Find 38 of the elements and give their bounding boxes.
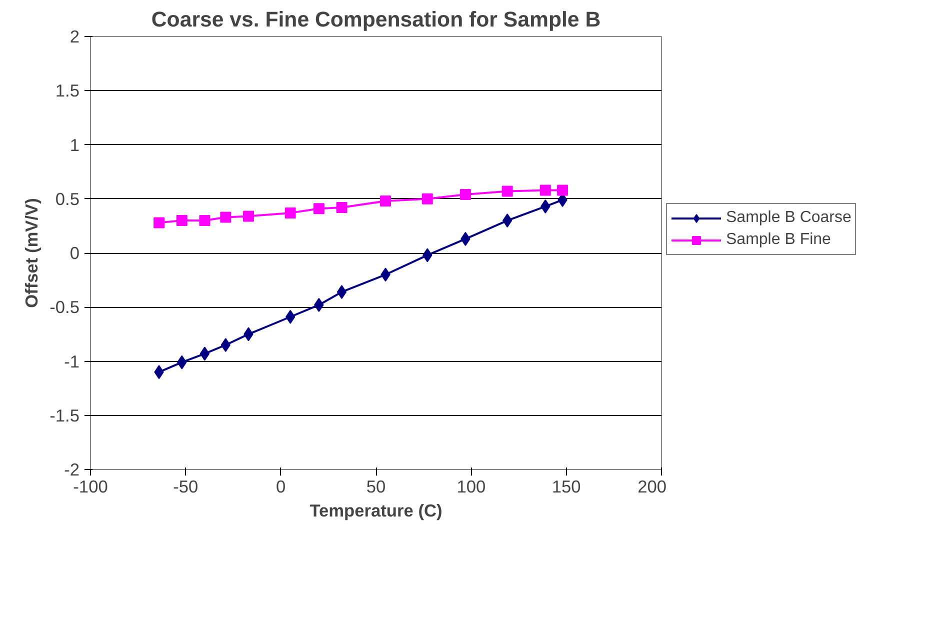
point — [336, 202, 348, 214]
point — [176, 215, 188, 226]
point — [200, 346, 210, 361]
chart-title: Coarse vs. Fine Compensation for Sample B — [151, 8, 601, 32]
y-tick-label: 1.5 — [55, 80, 80, 101]
point — [154, 217, 165, 228]
x-axis-title: Temperature (C) — [310, 500, 442, 520]
point — [220, 212, 232, 223]
point — [313, 203, 324, 214]
x-tick-label: 50 — [366, 476, 386, 496]
y-tick-label: 0 — [70, 243, 80, 263]
y-tick-label: -1.5 — [50, 405, 80, 426]
y-tick-label: -2 — [64, 460, 80, 480]
x-tick-label: 100 — [456, 476, 486, 496]
point — [242, 210, 254, 222]
y-tick-label: 2 — [70, 26, 80, 46]
point — [284, 207, 296, 218]
legend-label: Sample B Coarse — [726, 209, 852, 227]
y-tick-label: 0.5 — [55, 188, 80, 209]
y-axis-title: Offset (mV/V) — [22, 198, 42, 308]
point — [460, 189, 471, 200]
x-tick-label: 200 — [638, 476, 667, 496]
y-tick-label: 1 — [70, 134, 80, 155]
point — [336, 284, 347, 299]
point — [502, 186, 513, 197]
x-tick-label: 0 — [276, 476, 286, 496]
point — [557, 184, 568, 196]
point — [540, 184, 551, 196]
point — [502, 214, 512, 228]
y-tick-label: -0.5 — [50, 297, 80, 318]
x-tick-label: -50 — [173, 476, 198, 496]
x-tick-label: -100 — [73, 476, 108, 496]
y-tick-label: -1 — [64, 351, 80, 372]
point — [422, 193, 433, 204]
point — [380, 196, 392, 207]
x-tick-label: 150 — [552, 476, 581, 496]
legend-label: Sample B Fine — [726, 231, 831, 249]
point — [199, 215, 210, 226]
